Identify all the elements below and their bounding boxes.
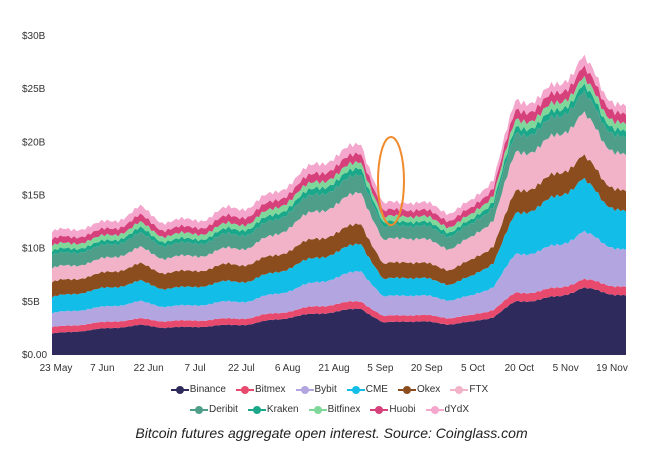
y-tick-label: $5B <box>22 297 40 308</box>
open-interest-chart: $0.00 $5B $10B $15B $20B $25B $30B 23 May 7 Jun… <box>22 31 628 374</box>
legend-label: Kraken <box>266 404 299 415</box>
legend-swatch <box>397 385 416 395</box>
area-kraken <box>52 83 626 256</box>
chart-caption: Bitcoin futures aggregate open interest.… <box>135 425 528 441</box>
area-bitmex <box>52 278 626 334</box>
legend-item-deribit: Deribit <box>190 404 238 415</box>
highlight-ellipse-mark <box>377 136 405 226</box>
legend-label: Bybit <box>314 384 337 395</box>
legend-row-2: Deribit Kraken Bitfinex Huobi dYdX <box>0 404 663 415</box>
legend-item-bitfinex: Bitfinex <box>308 404 361 415</box>
y-tick-label: $25B <box>22 84 46 95</box>
legend-label: Okex <box>416 384 441 395</box>
legend-swatch <box>370 405 389 415</box>
x-tick-label: 6 Aug <box>275 363 301 374</box>
legend-item-cme: CME <box>346 384 388 395</box>
legend-swatch <box>425 405 444 415</box>
legend-swatch <box>308 405 327 415</box>
x-tick-label: 7 Jun <box>90 363 114 374</box>
x-tick-label: 22 Jun <box>134 363 164 374</box>
legend-label: Deribit <box>209 404 238 415</box>
x-tick-label: 5 Nov <box>553 363 579 374</box>
area-ftx <box>52 111 626 283</box>
highlight-ellipse <box>377 136 405 226</box>
x-tick-label: 5 Oct <box>461 363 485 374</box>
x-axis: 23 May 7 Jun 22 Jun 7 Jul 22 Jul 6 Aug 21 Aug 5… <box>40 363 628 374</box>
area-binance <box>52 287 626 355</box>
legend-label: FTX <box>469 384 489 395</box>
legend-item-huobi: Huobi <box>370 404 416 415</box>
area-okex <box>52 154 626 298</box>
legend-item-kraken: Kraken <box>247 404 299 415</box>
legend-label: Bitfinex <box>327 404 361 415</box>
legend-swatch <box>346 385 365 395</box>
area-bitfinex <box>52 75 626 252</box>
legend-item-bybit: Bybit <box>295 384 337 395</box>
legend-label: dYdX <box>444 404 469 415</box>
legend-item-dydx: dYdX <box>425 404 469 415</box>
y-tick-label: $15B <box>22 191 46 202</box>
legend-label: Binance <box>189 384 226 395</box>
legend-swatch <box>295 385 314 395</box>
y-tick-label: $0.00 <box>22 350 47 361</box>
legend-swatch <box>190 405 208 415</box>
legend-label: CME <box>365 384 388 395</box>
area-dydx <box>52 54 626 240</box>
x-tick-label: 7 Jul <box>184 363 205 374</box>
area-deribit <box>52 90 626 269</box>
x-tick-label: 20 Sep <box>411 363 443 374</box>
legend-row-1: Binance Bitmex Bybit CME Okex FTX <box>0 384 663 395</box>
x-tick-label: 20 Oct <box>505 363 535 374</box>
y-tick-label: $10B <box>22 244 46 255</box>
legend-item-okex: Okex <box>397 384 441 395</box>
y-axis: $0.00 $5B $10B $15B $20B $25B $30B <box>22 31 47 361</box>
area-huobi <box>52 65 626 247</box>
legend-swatch <box>450 385 469 395</box>
area-cme <box>52 177 626 314</box>
stacked-areas <box>52 54 626 355</box>
legend-item-ftx: FTX <box>450 384 489 395</box>
x-tick-label: 21 Aug <box>318 363 349 374</box>
legend-swatch <box>170 385 189 395</box>
x-tick-label: 22 Jul <box>228 363 255 374</box>
area-bybit <box>52 230 626 328</box>
legend-item-binance: Binance <box>170 384 226 395</box>
x-tick-label: 5 Sep <box>367 363 394 374</box>
y-tick-label: $30B <box>22 31 46 42</box>
x-tick-label: 19 Nov <box>596 363 628 374</box>
x-tick-label: 23 May <box>40 363 73 374</box>
legend-label: Bitmex <box>254 384 286 395</box>
legend-item-bitmex: Bitmex <box>235 384 286 395</box>
legend-swatch <box>235 385 254 395</box>
legend-swatch <box>247 405 266 415</box>
y-tick-label: $20B <box>22 137 46 148</box>
legend-label: Huobi <box>389 404 416 415</box>
